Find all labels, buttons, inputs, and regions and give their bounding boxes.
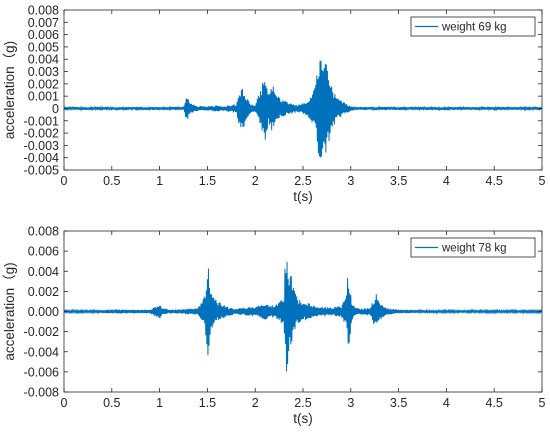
x-tick-label: 1: [156, 174, 163, 188]
legend-label: weight 69 kg: [441, 22, 507, 34]
x-tick-label: 0.5: [103, 396, 120, 410]
x-tick-label: 1.5: [199, 174, 216, 188]
x-tick-label: 4: [443, 396, 450, 410]
y-tick-label: -0.005: [24, 164, 59, 178]
legend-label: weight 78 kg: [441, 243, 507, 255]
y-tick-label: 0.007: [28, 16, 59, 30]
x-tick-label: 2.5: [294, 174, 311, 188]
y-axis-label: acceleration（g): [2, 41, 17, 139]
x-axis-label: t(s): [293, 189, 313, 204]
x-tick-label: 2: [252, 396, 259, 410]
y-tick-label: 0.006: [28, 28, 59, 42]
y-tick-label: 0.004: [28, 53, 59, 67]
x-tick-label: 3: [347, 174, 354, 188]
legend: weight 78 kg: [410, 237, 536, 258]
chart-panel-2: 0 0.5 1 1.5 2 2.5 3 3.5 4 4.5 5 -0.008 -0.006 -0.004 -…: [2, 225, 546, 427]
y-tick-label: -0.002: [24, 127, 59, 141]
y-tick-label: 0.002: [28, 77, 59, 91]
x-tick-label: 2: [252, 174, 259, 188]
series-line: [63, 60, 543, 158]
y-tick-label: -0.001: [24, 114, 59, 128]
x-tick-label: 1.5: [199, 396, 216, 410]
y-tick-label: 0.004: [28, 265, 59, 279]
x-tick-label: 1: [156, 396, 163, 410]
plot-area: [63, 9, 543, 171]
y-tick-label: 0.008: [28, 4, 59, 18]
y-tick-label: 0.003: [28, 65, 59, 79]
x-tick-label: 4: [443, 174, 450, 188]
y-tick-label: 0.006: [28, 245, 59, 259]
x-tick-label: 3.5: [390, 396, 407, 410]
y-tick-label: -0.003: [24, 139, 59, 153]
legend-box: [410, 237, 536, 258]
y-tick-label: -0.008: [24, 386, 59, 400]
x-tick-label: 4.5: [486, 174, 503, 188]
x-tick-label: 0: [61, 174, 68, 188]
chart-panel-1: 0 0.5 1 1.5 2 2.5 3 3.5 4 4.5 5-0.005-0.004-0.003-…: [2, 4, 546, 205]
x-tick-label: 0: [61, 396, 68, 410]
y-tick-label: -0.004: [24, 151, 59, 165]
series-line: [63, 261, 543, 372]
legend-box: [410, 16, 536, 37]
y-tick-label: 0.005: [28, 40, 59, 54]
x-tick-label: 0.5: [103, 174, 120, 188]
x-tick-label: 5: [539, 396, 546, 410]
y-axis-label: acceleration（g): [2, 262, 17, 360]
x-tick-label: 2.5: [294, 396, 311, 410]
y-tick-label: 0.002: [28, 285, 59, 299]
y-tick-label: 0: [52, 102, 59, 116]
x-tick-label: 4.5: [486, 396, 503, 410]
y-tick-label: 0.001: [28, 90, 59, 104]
y-tick-label: -0.006: [24, 365, 59, 379]
y-tick-label: -0.002: [24, 325, 59, 339]
x-tick-label: 3: [347, 396, 354, 410]
x-tick-label: 3.5: [390, 174, 407, 188]
y-tick-label: -0.004: [24, 345, 59, 359]
y-tick-label: 0.008: [28, 225, 59, 239]
x-axis-label: t(s): [293, 411, 313, 426]
x-tick-label: 5: [539, 174, 546, 188]
legend: weight 69 kg: [410, 16, 536, 37]
y-tick-label: 0.000: [28, 305, 59, 319]
